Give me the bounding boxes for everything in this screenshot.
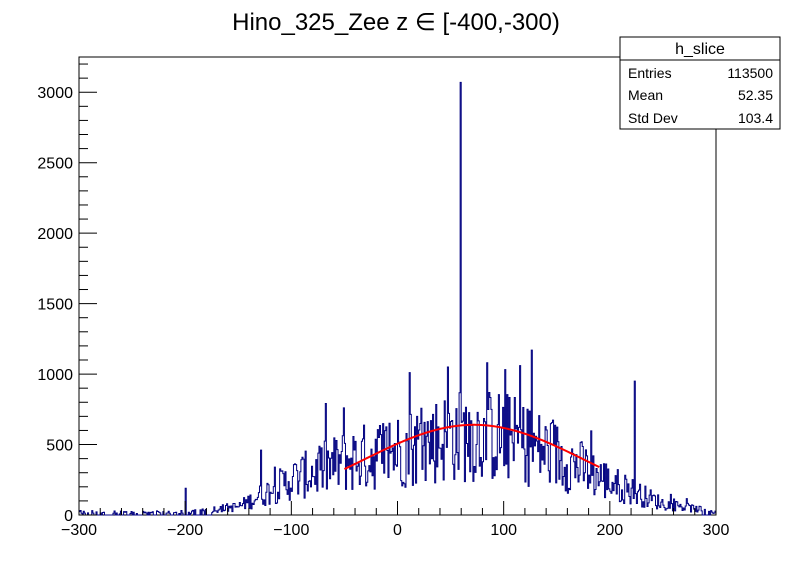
stats-stddev-value: 103.4 xyxy=(738,110,773,126)
x-tick-label: 300 xyxy=(703,522,730,539)
stats-box-title: h_slice xyxy=(675,41,725,58)
stats-box-frame xyxy=(619,36,781,130)
y-tick-label: 2000 xyxy=(37,226,73,243)
x-tick-label: 100 xyxy=(490,522,517,539)
y-tick-label: 0 xyxy=(64,508,73,525)
stats-mean-value: 52.35 xyxy=(738,87,773,103)
y-tick-label: 2500 xyxy=(37,156,73,173)
stats-box: h_slice Entries 113500 Mean 52.35 Std De… xyxy=(619,36,781,130)
stats-entries-value: 113500 xyxy=(727,65,773,81)
x-tick-label: 0 xyxy=(393,522,402,539)
histogram-series xyxy=(78,81,717,516)
x-tick-label: −300 xyxy=(61,522,97,539)
y-tick-label: 1500 xyxy=(37,297,73,314)
x-tick-label: −200 xyxy=(167,522,203,539)
gaussian-fit-line xyxy=(343,423,600,470)
stats-entries-label: Entries xyxy=(628,65,672,81)
y-tick-label: 500 xyxy=(46,438,73,455)
y-tick-label: 3000 xyxy=(37,85,73,102)
chart-title: Hino_325_Zee z ∈ [-400,-300) xyxy=(232,9,560,36)
stats-mean-label: Mean xyxy=(628,87,663,103)
x-tick-label: 200 xyxy=(596,522,623,539)
x-tick-label: −100 xyxy=(273,522,309,539)
y-tick-label: 1000 xyxy=(37,367,73,384)
stats-stddev-label: Std Dev xyxy=(628,110,678,126)
